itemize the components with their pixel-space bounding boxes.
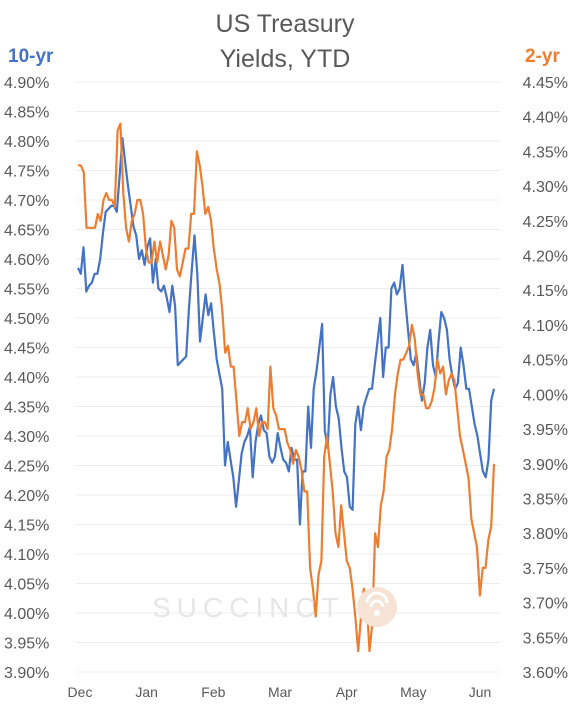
succinct-logo-icon <box>357 587 397 627</box>
left-tick-label: 4.05% <box>4 577 49 594</box>
left-tick-label: 4.50% <box>4 311 49 328</box>
right-tick-label: 3.95% <box>523 422 568 439</box>
right-tick-label: 4.00% <box>523 387 568 404</box>
gridlines <box>76 81 500 673</box>
watermark: SUCCINCT <box>152 592 345 623</box>
left-tick-label: 4.60% <box>4 252 49 269</box>
x-tick-label: Jun <box>469 684 492 700</box>
right-tick-label: 3.85% <box>523 491 568 508</box>
left-tick-label: 4.20% <box>4 488 49 505</box>
right-tick-label: 3.70% <box>523 596 568 613</box>
right-axis-label: 2-yr <box>525 46 560 67</box>
x-tick-label: Apr <box>336 684 358 700</box>
left-tick-label: 4.00% <box>4 606 49 623</box>
left-tick-label: 4.45% <box>4 341 49 358</box>
left-tick-label: 4.55% <box>4 282 49 299</box>
x-tick-label: Dec <box>68 684 93 700</box>
left-tick-label: 4.30% <box>4 429 49 446</box>
right-tick-label: 4.35% <box>523 144 568 161</box>
series-line-2-yr <box>78 122 496 653</box>
chart-title-line-2: Yields, YTD <box>219 45 351 73</box>
right-tick-label: 4.45% <box>523 75 568 92</box>
left-tick-label: 4.90% <box>4 75 49 92</box>
x-axis-ticks: Dec Jan Feb Mar Apr May Jun <box>68 684 492 700</box>
left-tick-label: 4.25% <box>4 459 49 476</box>
left-tick-label: 4.15% <box>4 518 49 535</box>
right-tick-label: 4.10% <box>523 318 568 335</box>
right-tick-label: 4.20% <box>523 249 568 266</box>
left-tick-label: 4.75% <box>4 164 49 181</box>
left-tick-label: 4.70% <box>4 193 49 210</box>
left-tick-label: 4.80% <box>4 134 49 151</box>
chart-title-line-1: US Treasury <box>215 10 355 38</box>
series-line-10-yr <box>77 137 496 526</box>
left-tick-label: 4.85% <box>4 105 49 122</box>
left-tick-label: 3.90% <box>4 665 49 682</box>
left-tick-label: 4.35% <box>4 400 49 417</box>
left-axis-ticks: 3.90% 3.95% 4.00% 4.05% 4.10% 4.15% 4.20% 4.25%… <box>4 75 49 682</box>
right-tick-label: 3.60% <box>523 665 568 682</box>
series-lines <box>77 122 496 653</box>
x-tick-label: Jan <box>135 684 158 700</box>
right-tick-label: 3.80% <box>523 526 568 543</box>
left-tick-label: 4.65% <box>4 223 49 240</box>
left-axis-label: 10-yr <box>8 46 54 67</box>
right-axis-ticks: 3.60% 3.65% 3.70% 3.75% 3.80% 3.85% 3.90% 3.95%… <box>523 75 568 682</box>
right-tick-label: 4.30% <box>523 179 568 196</box>
left-tick-label: 4.40% <box>4 370 49 387</box>
right-tick-label: 4.15% <box>523 283 568 300</box>
x-tick-label: Feb <box>201 684 225 700</box>
x-tick-label: May <box>400 684 426 700</box>
x-tick-label: Mar <box>268 684 292 700</box>
right-tick-label: 4.40% <box>523 110 568 127</box>
right-tick-label: 3.65% <box>523 630 568 647</box>
left-tick-label: 3.95% <box>4 636 49 653</box>
right-tick-label: 4.25% <box>523 214 568 231</box>
right-tick-label: 3.75% <box>523 561 568 578</box>
left-tick-label: 4.10% <box>4 547 49 564</box>
right-tick-label: 4.05% <box>523 353 568 370</box>
right-tick-label: 3.90% <box>523 457 568 474</box>
